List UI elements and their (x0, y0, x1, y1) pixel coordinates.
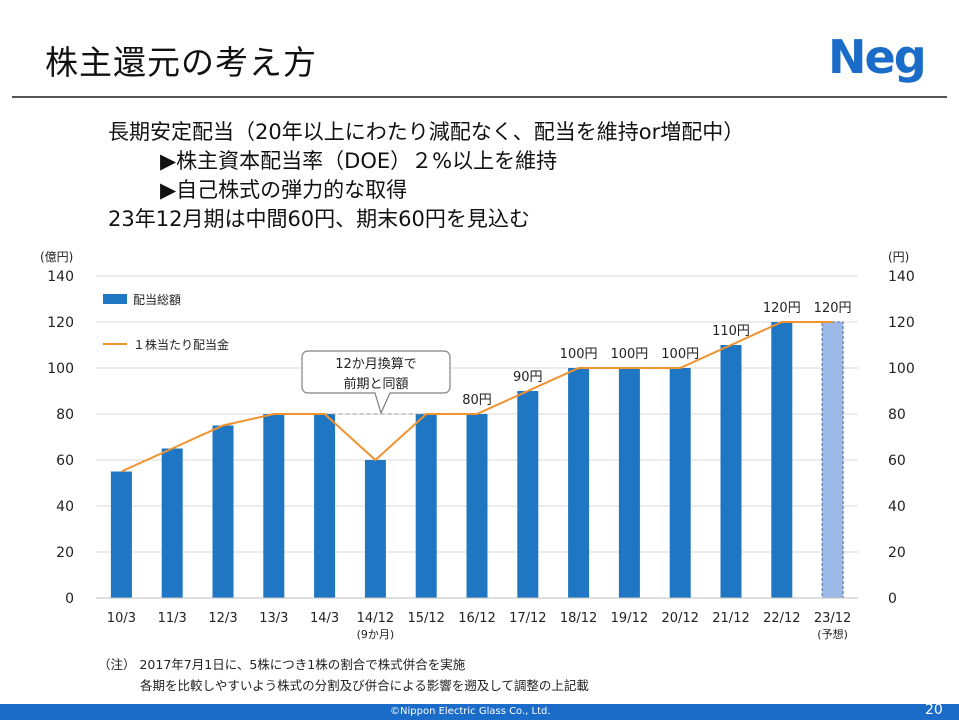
bar (415, 414, 437, 598)
x-tick-label: 14/12 (357, 611, 394, 626)
y-left-tick-label: 40 (56, 499, 74, 515)
x-tick-label: 18/12 (560, 611, 597, 626)
bar (720, 345, 742, 598)
y-left-tick-label: 100 (47, 361, 74, 377)
y-right-tick-label: 0 (888, 591, 897, 607)
x-tick-label: 21/12 (712, 611, 749, 626)
y-right-tick-label: 140 (888, 269, 915, 285)
y-right-tick-label: 20 (888, 545, 906, 561)
y-left-tick-label: 20 (56, 545, 74, 561)
footnotes: （注） 2017年7月1日に、5株につき1株の割合で株式併合を実施 各期を比較し… (98, 654, 589, 696)
callout-bubble (301, 350, 451, 415)
data-label: 100円 (560, 347, 598, 362)
callout-text: 12か月換算で (335, 357, 417, 372)
copyright-text: ©Nippon Electric Glass Co., Ltd. (390, 706, 551, 717)
bar (568, 368, 590, 598)
bar (161, 448, 183, 598)
bullet-stable-dividend: 長期安定配当（20年以上にわたり減配なく、配当を維持or増配中） (108, 120, 745, 144)
x-tick-label: 13/3 (259, 611, 288, 626)
policy-bullets: 長期安定配当（20年以上にわたり減配なく、配当を維持or増配中） ▶株主資本配当… (108, 118, 744, 234)
x-tick-label: 20/12 (661, 611, 698, 626)
company-logo: Neg (828, 30, 927, 84)
x-tick-label: 23/12 (814, 611, 851, 626)
callout-text: 前期と同額 (343, 376, 408, 392)
page-number: 20 (925, 702, 943, 718)
bar-forecast (821, 321, 844, 599)
x-tick-label: 14/3 (310, 611, 339, 626)
x-tick-sublabel: (予想) (817, 627, 848, 641)
bar (110, 471, 132, 598)
legend-bar-label: 配当総額 (133, 293, 181, 307)
y-right-tick-label: 40 (888, 499, 906, 515)
data-label: 120円 (763, 301, 801, 316)
bullet-forecast: 23年12月期は中間60円、期末60円を見込む (108, 207, 530, 231)
x-tick-label: 22/12 (763, 611, 800, 626)
y-left-tick-label: 60 (56, 453, 74, 469)
title-divider (12, 96, 947, 98)
bar (618, 368, 640, 598)
y-left-tick-label: 140 (47, 269, 74, 285)
bar (771, 322, 793, 598)
x-tick-label: 17/12 (509, 611, 546, 626)
legend-line-label: １株当たり配当金 (133, 337, 229, 352)
x-tick-label: 11/3 (158, 611, 187, 626)
bullet-doe: ▶株主資本配当率（DOE）２%以上を維持 (160, 149, 558, 173)
data-label: 110円 (712, 324, 750, 339)
slide-title: 株主還元の考え方 (45, 43, 317, 82)
bar (212, 425, 234, 598)
bar (263, 414, 285, 598)
footer-bar (0, 704, 959, 720)
y-right-axis-label: (円) (888, 250, 909, 264)
data-label: 120円 (814, 301, 852, 316)
y-left-axis-label: (億円) (40, 250, 73, 264)
bullet-buyback: ▶自己株式の弾力的な取得 (160, 178, 408, 202)
y-right-tick-label: 100 (888, 361, 915, 377)
x-tick-label: 10/3 (107, 611, 136, 626)
legend-bar-swatch (103, 294, 127, 304)
footnote-2: 各期を比較しやすいよう株式の分割及び併合による影響を遡及して調整の上記載 (140, 678, 589, 693)
data-label: 100円 (610, 347, 648, 362)
footnote-1: （注） 2017年7月1日に、5株につき1株の割合で株式併合を実施 (98, 657, 466, 672)
bar (314, 414, 336, 598)
y-right-tick-label: 120 (888, 315, 915, 331)
data-label: 100円 (661, 347, 699, 362)
bar (466, 414, 488, 598)
bar (364, 460, 386, 598)
bar (517, 391, 539, 598)
y-right-tick-label: 80 (888, 407, 906, 423)
y-left-tick-label: 0 (65, 591, 74, 607)
x-tick-label: 16/12 (458, 611, 495, 626)
y-left-tick-label: 120 (47, 315, 74, 331)
data-label: 90円 (513, 370, 543, 385)
dividend-chart: 0 0 20 20 40 40 60 60 80 80 100 100 120 120 140 140 (億円)… (40, 250, 915, 641)
y-right-tick-label: 60 (888, 453, 906, 469)
x-tick-sublabel: (9か月) (357, 628, 395, 641)
x-tick-label: 15/12 (407, 611, 444, 626)
x-tick-label: 12/3 (208, 611, 237, 626)
bar (669, 368, 691, 598)
x-tick-label: 19/12 (611, 611, 648, 626)
y-left-tick-label: 80 (56, 407, 74, 423)
data-label: 80円 (462, 393, 492, 408)
